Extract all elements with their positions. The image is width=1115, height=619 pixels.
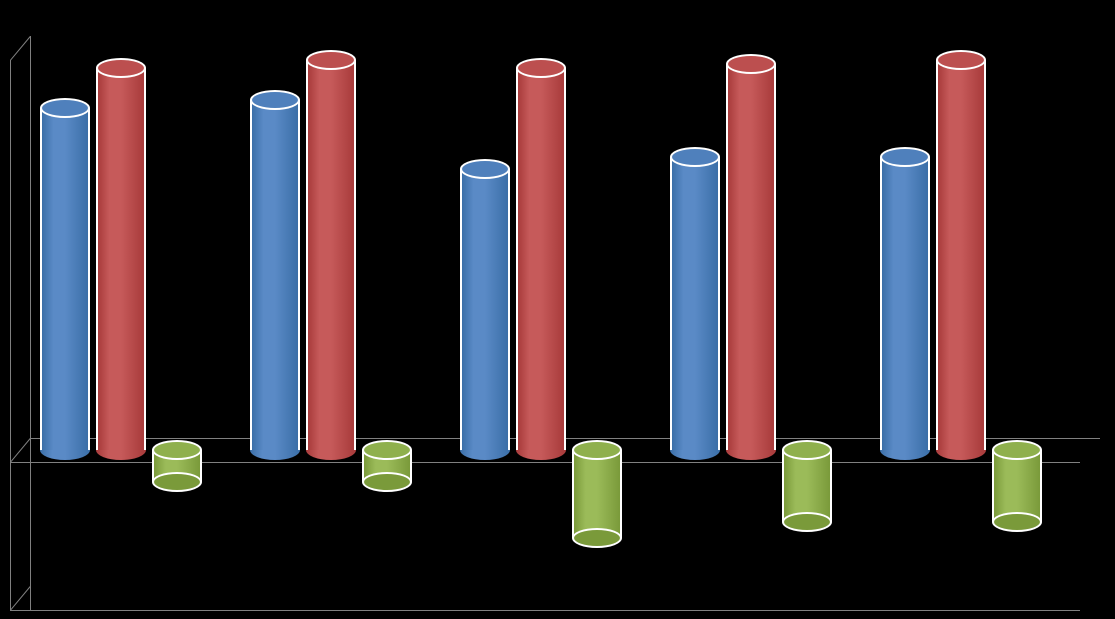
- bar-5-series-1: [880, 157, 930, 450]
- wall-top-diagonal: [10, 36, 31, 61]
- bottom-frame-line: [10, 610, 1080, 611]
- bar-4-series-3: [782, 450, 832, 522]
- bar-4-series-2: [726, 64, 776, 450]
- bar-2-series-3: [362, 450, 412, 482]
- bar-2-series-1: [250, 100, 300, 450]
- wall-left-front-line: [10, 60, 11, 610]
- bar-1-series-2: [96, 68, 146, 450]
- bar-4-series-1: [670, 157, 720, 450]
- bar-5-series-2: [936, 60, 986, 450]
- bar-3-series-2: [516, 68, 566, 450]
- bar-3-series-3: [572, 450, 622, 538]
- bar-5-series-3: [992, 450, 1042, 522]
- bar-2-series-2: [306, 60, 356, 450]
- bar-1-series-3: [152, 450, 202, 482]
- bar-1-series-1: [40, 108, 90, 450]
- floor-left-diagonal: [10, 438, 31, 463]
- wall-left-line-lower: [30, 438, 31, 610]
- bar-3-series-1: [460, 169, 510, 450]
- base-left-diagonal: [10, 586, 31, 611]
- wall-left-line: [30, 36, 31, 438]
- cylinder-bar-chart: [0, 0, 1115, 619]
